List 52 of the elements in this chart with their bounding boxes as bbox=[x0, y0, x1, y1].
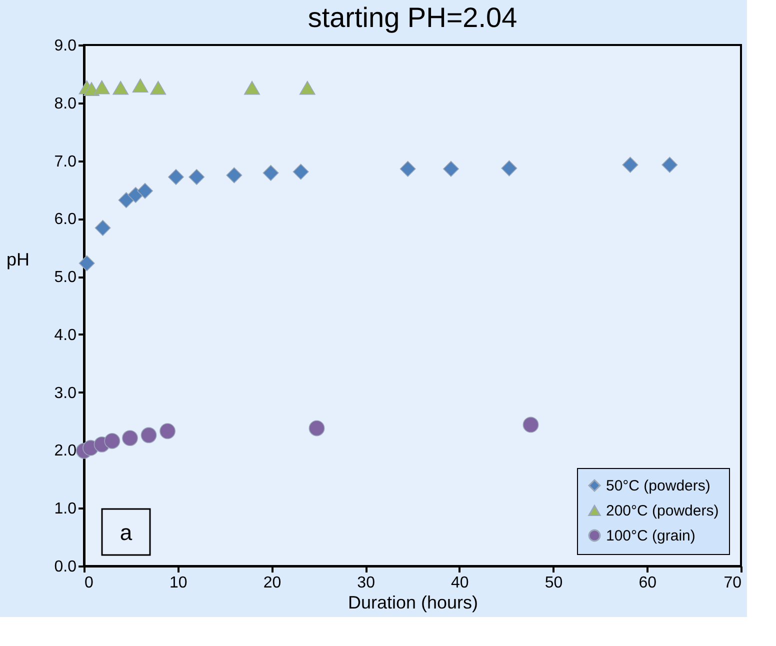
point bbox=[132, 78, 148, 92]
point bbox=[94, 220, 111, 236]
x-tick-label: 60 bbox=[638, 574, 657, 592]
x-tick-label: 70 bbox=[724, 574, 742, 592]
y-axis-title: pH bbox=[6, 250, 30, 270]
y-tick-label: 9.0 bbox=[54, 38, 77, 54]
point bbox=[150, 80, 166, 95]
annotation: a bbox=[120, 520, 133, 545]
y-tick-label: 6.0 bbox=[54, 211, 77, 228]
y-tick-label: 8.0 bbox=[54, 95, 77, 112]
point bbox=[443, 160, 459, 177]
point bbox=[501, 160, 518, 176]
point bbox=[244, 80, 260, 95]
point bbox=[292, 164, 309, 180]
point bbox=[112, 80, 129, 95]
legend-label: 50°C (powders) bbox=[606, 478, 710, 494]
point bbox=[84, 82, 100, 96]
x-tick-label: 30 bbox=[357, 574, 376, 592]
x-tick-label: 20 bbox=[263, 574, 282, 592]
legend-label: 200°C (powders) bbox=[606, 502, 719, 520]
point bbox=[522, 416, 539, 433]
point bbox=[78, 255, 95, 272]
point bbox=[226, 167, 242, 184]
point bbox=[94, 80, 110, 94]
x-tick-label: 0 bbox=[84, 574, 94, 592]
y-tick-label: 5.0 bbox=[54, 269, 77, 286]
x-axis-title: Duration (hours) bbox=[348, 592, 478, 612]
point bbox=[188, 169, 205, 185]
point bbox=[662, 156, 678, 173]
x-tick-label: 50 bbox=[544, 574, 563, 592]
point bbox=[400, 160, 416, 177]
point bbox=[262, 164, 279, 181]
legend-label: 100°C (grain) bbox=[606, 528, 696, 544]
point bbox=[104, 432, 120, 449]
point bbox=[160, 423, 176, 440]
y-tick-label: 7.0 bbox=[54, 153, 77, 170]
x-tick-label: 40 bbox=[451, 574, 469, 592]
point bbox=[140, 427, 157, 444]
point bbox=[168, 169, 184, 185]
y-tick-label: 0.0 bbox=[54, 558, 77, 576]
point bbox=[118, 192, 134, 208]
point bbox=[622, 156, 638, 173]
chart-title: starting PH=2.04 bbox=[308, 2, 518, 33]
y-tick-label: 1.0 bbox=[54, 500, 77, 518]
y-tick-label: 2.0 bbox=[54, 442, 77, 460]
y-tick-label: 3.0 bbox=[54, 384, 77, 402]
point bbox=[122, 430, 138, 446]
y-tick-label: 4.0 bbox=[54, 326, 77, 344]
point bbox=[308, 420, 325, 436]
point bbox=[137, 182, 153, 199]
point bbox=[299, 80, 316, 95]
x-tick-label: 10 bbox=[169, 574, 188, 592]
